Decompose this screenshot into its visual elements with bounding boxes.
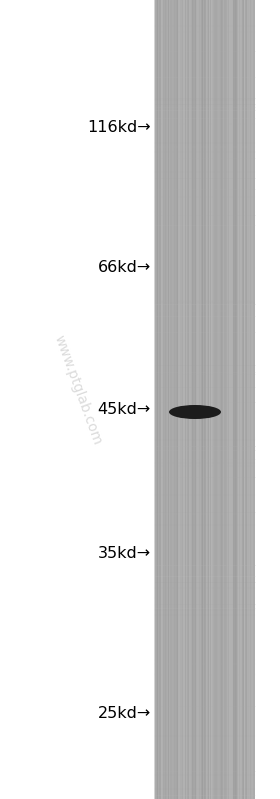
Ellipse shape	[169, 405, 221, 419]
Text: 116kd→: 116kd→	[87, 121, 151, 136]
Text: 35kd→: 35kd→	[98, 546, 151, 561]
Text: www.ptglab.com: www.ptglab.com	[52, 333, 104, 447]
Text: 66kd→: 66kd→	[98, 260, 151, 276]
Text: 45kd→: 45kd→	[98, 403, 151, 418]
Bar	[155, 0, 255, 799]
Text: 25kd→: 25kd→	[98, 706, 151, 721]
